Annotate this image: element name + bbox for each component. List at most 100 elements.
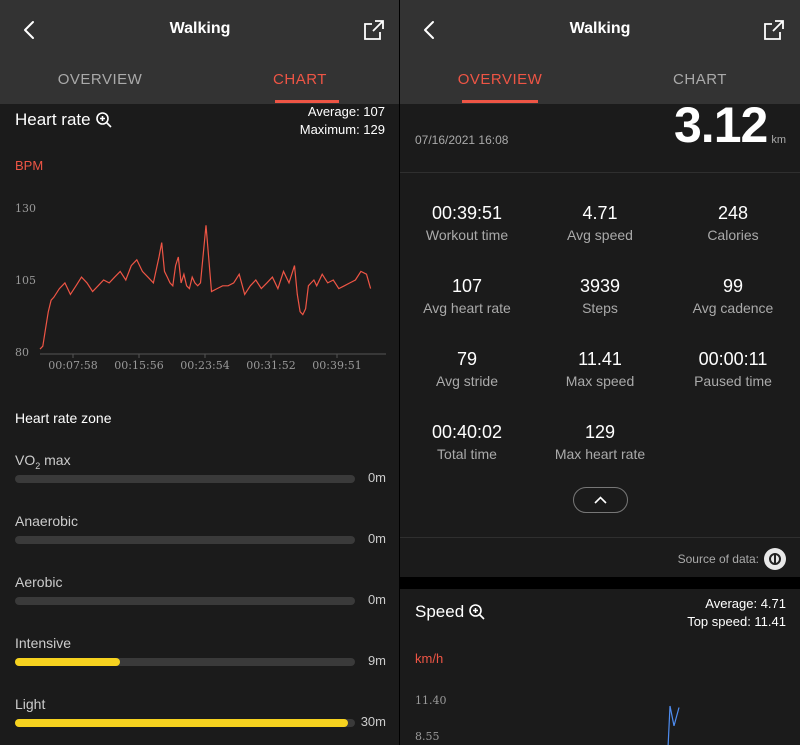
zone-duration: 0m <box>367 531 386 546</box>
metric-value: 00:40:02 <box>431 422 503 442</box>
metric-value: 129 <box>584 422 616 442</box>
metric-value: 248 <box>717 203 749 223</box>
metric-value: 11.41 <box>578 349 622 369</box>
zoom-in-icon[interactable] <box>95 111 113 129</box>
x-tick-label: 00:31:52 <box>246 359 295 372</box>
zone-bar-fill <box>15 719 349 727</box>
tab-overview[interactable]: OVERVIEW <box>57 71 143 88</box>
speed-header: Speed <box>415 602 486 622</box>
share-icon[interactable] <box>362 18 386 42</box>
data-source: Source of data: <box>678 548 786 570</box>
metric-value: 00:00:11 <box>698 349 768 369</box>
zone-bar-track <box>15 475 355 483</box>
heart-rate-zone-title: Heart rate zone <box>15 410 112 426</box>
zone-bar-track <box>15 658 355 666</box>
zone-row: Intensive 9m <box>15 635 387 675</box>
metric-label: Steps <box>582 300 618 316</box>
zoom-in-icon[interactable] <box>468 603 486 621</box>
zone-duration: 9m <box>367 653 386 668</box>
metric-item: 00:40:02 Total time <box>400 422 534 462</box>
metric-value: 99 <box>722 276 744 296</box>
hr-average: Average: 107 <box>307 104 385 119</box>
heart-rate-title: Heart rate <box>15 110 91 129</box>
zone-name: Light <box>15 696 46 712</box>
hr-maximum: Maximum: 129 <box>299 122 385 137</box>
metric-label: Avg stride <box>436 373 498 389</box>
speed-unit-label: km/h <box>415 651 444 666</box>
x-tick-label: 00:07:58 <box>48 359 97 372</box>
y-tick-label: 11.40 <box>415 694 447 707</box>
top-bar: Walking <box>400 0 800 60</box>
zone-name: Intensive <box>15 635 72 651</box>
y-tick-label: 80 <box>15 346 29 359</box>
tab-chart[interactable]: CHART <box>673 71 727 88</box>
metric-item: 107 Avg heart rate <box>400 276 534 316</box>
zone-row: Aerobic 0m <box>15 574 387 614</box>
section-gap <box>400 577 800 589</box>
metric-value: 4.71 <box>582 203 618 223</box>
zone-duration: 30m <box>360 714 386 729</box>
zone-bar-track <box>15 536 355 544</box>
zone-bar-track <box>15 597 355 605</box>
tab-chart[interactable]: CHART <box>273 71 327 88</box>
chevron-left-icon[interactable] <box>418 18 442 42</box>
zone-duration: 0m <box>367 470 386 485</box>
active-tab-indicator <box>462 100 538 103</box>
metric-label: Paused time <box>694 373 772 389</box>
zone-name: Aerobic <box>15 574 63 590</box>
metric-item: 00:39:51 Workout time <box>400 203 534 243</box>
tab-overview[interactable]: OVERVIEW <box>457 71 543 88</box>
y-tick-label: 105 <box>15 274 36 287</box>
y-tick-label: 8.55 <box>415 730 440 743</box>
heart-rate-header: Heart rate <box>15 110 113 130</box>
metric-item: 4.71 Avg speed <box>533 203 667 243</box>
metric-item: 99 Avg cadence <box>666 276 800 316</box>
source-label: Source of data: <box>677 552 759 566</box>
speed-title: Speed <box>415 602 465 621</box>
metric-item: 00:00:11 Paused time <box>666 349 800 389</box>
speed-chart: 11.40 8.55 <box>415 694 680 745</box>
share-icon[interactable] <box>762 18 786 42</box>
metric-label: Avg speed <box>567 227 633 243</box>
zone-name: VO2 max <box>15 452 71 471</box>
screen-title: Walking <box>169 20 231 37</box>
zone-name: Anaerobic <box>15 513 79 529</box>
metric-label: Total time <box>437 446 497 462</box>
chevron-up-icon <box>594 496 607 504</box>
tab-bar: OVERVIEW CHART <box>0 60 399 104</box>
divider <box>400 172 800 173</box>
metric-value: 3939 <box>579 276 621 296</box>
distance-unit: km <box>771 134 786 146</box>
workout-date: 07/16/2021 16:08 <box>415 133 509 147</box>
metric-item: 129 Max heart rate <box>533 422 667 462</box>
metric-label: Max speed <box>565 373 635 389</box>
zone-row: Light 30m <box>15 696 387 736</box>
heart-rate-chart: 130 105 80 00:07:58 00:15:56 00:23:54 00:31:5… <box>15 202 386 372</box>
speed-top: Top speed: 11.41 <box>687 614 786 629</box>
distance-value: 3.12 <box>674 97 768 153</box>
metric-value: 107 <box>451 276 483 296</box>
speed-average: Average: 4.71 <box>705 596 786 611</box>
collapse-button[interactable] <box>573 487 628 513</box>
watch-logo-icon <box>764 548 786 570</box>
metric-label: Calories <box>707 227 759 243</box>
metric-item: 248 Calories <box>666 203 800 243</box>
zone-bar-track <box>15 719 355 727</box>
active-tab-indicator <box>275 100 339 103</box>
metric-label: Avg cadence <box>692 300 774 316</box>
metric-item: 79 Avg stride <box>400 349 534 389</box>
metric-label: Workout time <box>425 227 509 243</box>
screen-title: Walking <box>569 20 631 37</box>
zone-row: VO2 max 0m <box>15 452 387 492</box>
chart-screen: Walking OVERVIEW CHART Heart rate Averag… <box>0 0 400 745</box>
zone-bar-fill <box>15 658 121 666</box>
metric-label: Avg heart rate <box>423 300 511 316</box>
x-tick-label: 00:15:56 <box>114 359 163 372</box>
heart-rate-series-line <box>39 225 372 350</box>
chevron-left-icon[interactable] <box>18 18 42 42</box>
distance-readout: 3.12 km <box>674 100 786 150</box>
x-tick-label: 00:39:51 <box>312 359 361 372</box>
speed-series-line <box>667 705 680 745</box>
zone-duration: 0m <box>367 592 386 607</box>
metric-item: 3939 Steps <box>533 276 667 316</box>
